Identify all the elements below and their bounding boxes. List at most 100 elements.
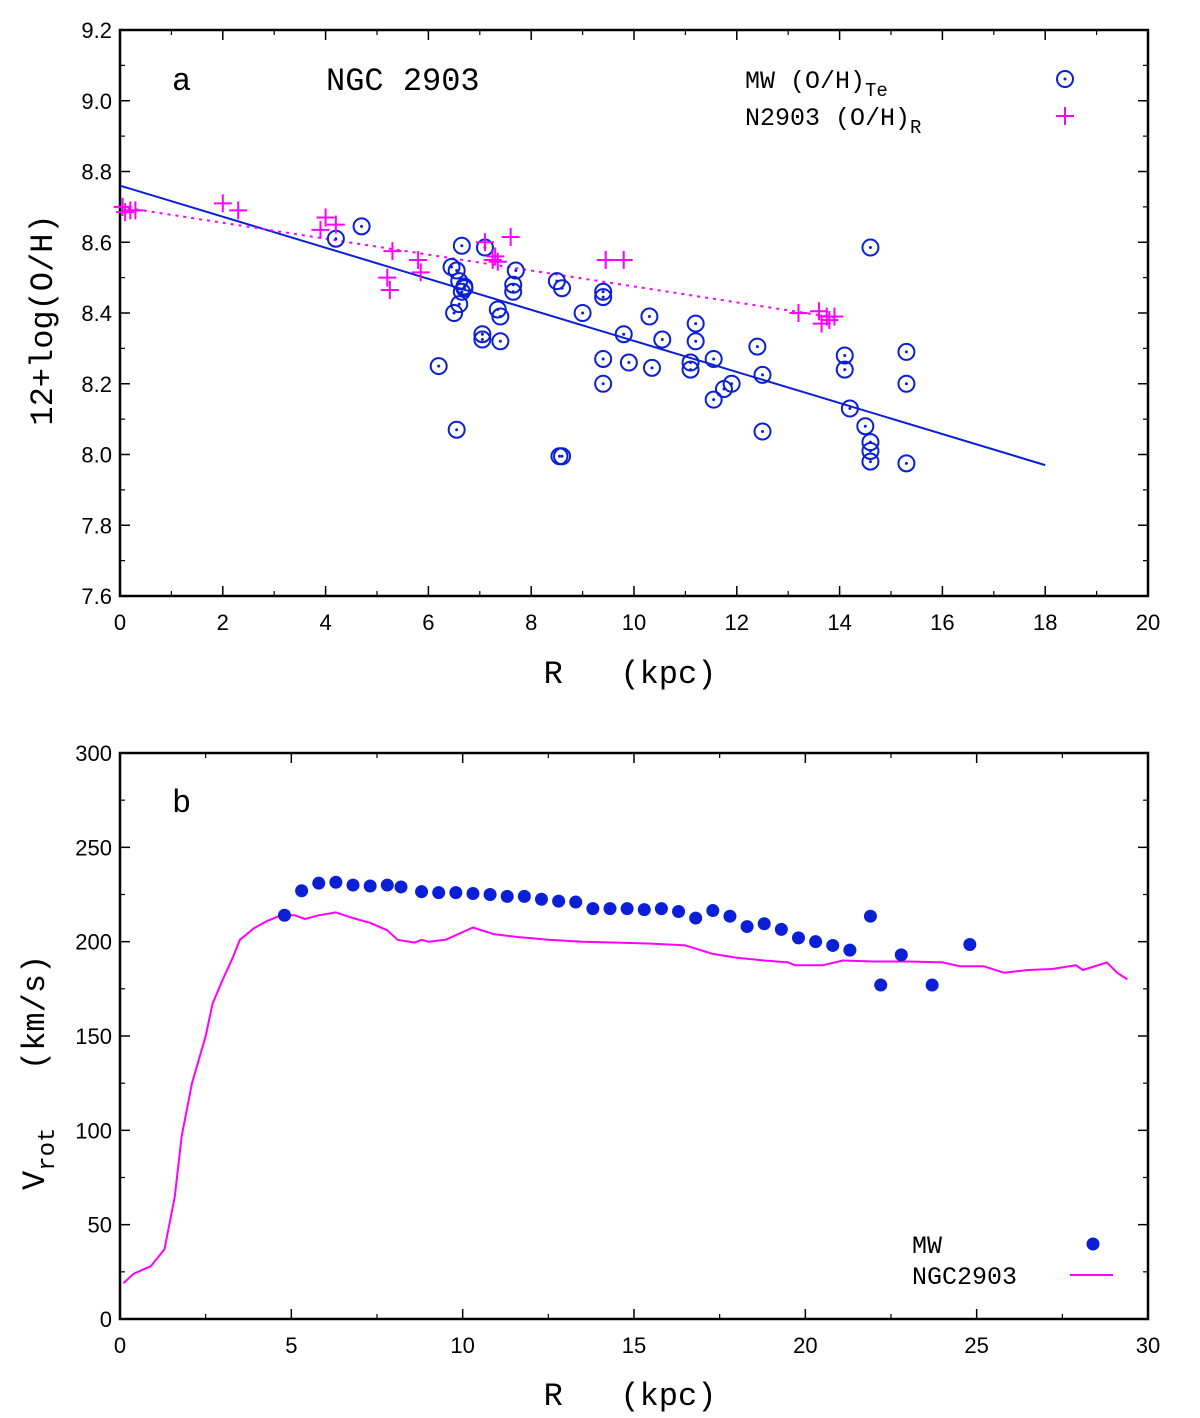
mw-oh-point [640, 307, 659, 326]
panel-b-ylabel-base: V [17, 1170, 54, 1190]
n2903-oh-point [229, 201, 248, 220]
n2903-oh-point [380, 281, 399, 300]
n2903-oh-point [501, 227, 520, 246]
mw-oh-point [452, 236, 471, 255]
y-tick-label: 0 [100, 1307, 112, 1332]
mw-oh-point-ring [594, 374, 613, 393]
mw-oh-point [553, 279, 572, 298]
mw-oh-point [753, 422, 772, 441]
n2903-oh-point [409, 250, 428, 269]
mw-rotation-point [826, 938, 840, 952]
mw-rotation-point [277, 908, 291, 922]
mw-oh-point-ring [594, 288, 613, 307]
panel-a-letter: a [172, 63, 191, 100]
x-tick-label: 14 [827, 610, 851, 635]
mw-rotation-point [586, 902, 600, 916]
n2903-oh-point [488, 252, 507, 271]
mw-oh-point [686, 332, 705, 351]
panel-b-legend: MW NGC2903 [912, 1232, 1113, 1292]
mw-rotation-point [723, 909, 737, 923]
mw-oh-point-ring [473, 330, 492, 349]
mw-oh-point [614, 325, 633, 344]
mw-rotation-point [620, 902, 634, 916]
mw-oh-point-ring [861, 441, 880, 460]
legend-entry-mw-te: MW (O/H)Te [745, 67, 888, 102]
mw-rotation-point [517, 889, 531, 903]
mw-oh-point-ring [897, 374, 916, 393]
mw-rotation-point [312, 876, 326, 890]
mw-oh-point [835, 346, 854, 365]
mw-rotation-point [329, 875, 343, 889]
mw-rotation-point [654, 902, 668, 916]
panel-b-letter: b [172, 785, 191, 822]
legend-marker-mw [1086, 1237, 1100, 1251]
y-tick-label: 300 [75, 741, 112, 766]
x-tick-label: 16 [930, 610, 954, 635]
mw-oh-point [491, 307, 510, 326]
mw-oh-point-dot [581, 311, 585, 315]
legend-n2903-r-sub: R [910, 117, 921, 139]
mw-oh-point-dot [455, 428, 459, 432]
mw-oh-point [473, 330, 492, 349]
mw-oh-point-ring [352, 217, 371, 236]
mw-rotation-point [706, 904, 720, 918]
panel-a-fit-lines [119, 184, 1046, 467]
mw-oh-point [722, 374, 741, 393]
panel-b-xlabel: R (kpc) [544, 1378, 717, 1415]
mw-oh-point-dot [622, 332, 626, 336]
mw-oh-point-dot [755, 345, 759, 349]
mw-oh-point-dot [761, 430, 764, 434]
mw-oh-point-dot [560, 454, 564, 458]
mw-rotation-point [569, 895, 583, 909]
panel-a-points [113, 194, 916, 473]
mw-oh-point [594, 349, 613, 368]
mw-oh-point-dot [647, 315, 651, 319]
mw-oh-point-dot [557, 454, 561, 458]
mw-oh-point-ring [686, 332, 705, 351]
mw-oh-point-ring [442, 258, 461, 277]
mw-oh-point [897, 374, 916, 393]
mw-oh-point-ring [614, 325, 633, 344]
x-tick-label: 4 [319, 610, 331, 635]
mw-rotation-point [394, 880, 408, 894]
legend-n2903-r-base: N2903 (O/H) [745, 104, 910, 133]
mw-oh-point-dot [627, 361, 631, 365]
mw-oh-point-dot [650, 366, 654, 370]
y-tick-label: 7.6 [81, 584, 112, 609]
mw-oh-point [504, 282, 523, 301]
mw-rotation-point [894, 948, 908, 962]
mw-oh-point-dot [904, 350, 908, 354]
mw-rotation-point [757, 917, 771, 931]
mw-oh-point-dot [460, 290, 464, 294]
mw-rotation-point [534, 892, 548, 906]
mw-oh-point-dot [694, 322, 698, 326]
mw-oh-point [856, 417, 875, 436]
mw-oh-point [447, 261, 466, 280]
n2903-oh-point [126, 201, 145, 220]
mw-oh-point [573, 304, 592, 322]
mw-oh-point-dot [868, 460, 872, 464]
mw-oh-point-ring [856, 417, 875, 436]
mw-rotation-point [415, 885, 429, 899]
mw-oh-point-ring [619, 353, 638, 372]
mw-oh-point [897, 454, 916, 473]
mw-oh-point-dot [848, 407, 852, 411]
mw-oh-point-ring [753, 365, 772, 384]
mw-oh-point [861, 452, 880, 471]
x-tick-label: 20 [793, 1333, 817, 1358]
mw-oh-point-ring [429, 357, 448, 376]
mw-fit-line [119, 184, 1046, 467]
mw-oh-point-dot [601, 357, 605, 361]
mw-oh-point-ring [491, 332, 510, 351]
y-tick-label: 100 [75, 1118, 112, 1143]
mw-rotation-point [552, 894, 566, 908]
mw-oh-point-dot [601, 382, 605, 386]
x-tick-label: 18 [1033, 610, 1057, 635]
y-tick-label: 8.2 [81, 372, 112, 397]
x-tick-label: 0 [114, 1333, 126, 1358]
mw-oh-point [753, 365, 772, 384]
mw-oh-point-dot [904, 461, 908, 465]
mw-oh-point-ring [704, 390, 723, 409]
mw-rotation-point [672, 904, 686, 918]
